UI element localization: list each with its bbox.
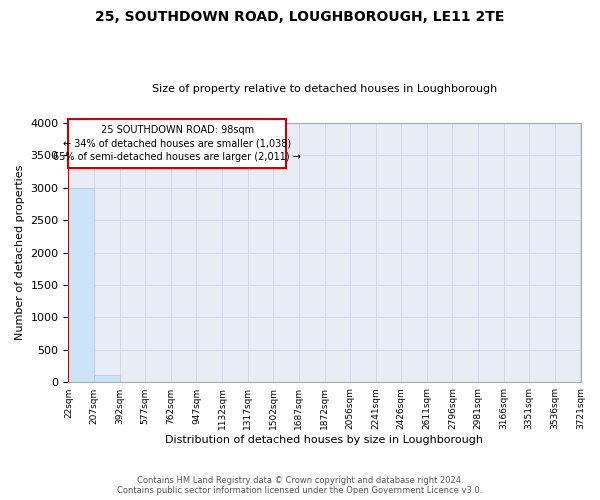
Bar (94, 376, 119, 382)
Text: Contains HM Land Registry data © Crown copyright and database right 2024.
Contai: Contains HM Land Registry data © Crown c… (118, 476, 482, 495)
Y-axis label: Number of detached properties: Number of detached properties (15, 165, 25, 340)
Text: 25, SOUTHDOWN ROAD, LOUGHBOROUGH, LE11 2TE: 25, SOUTHDOWN ROAD, LOUGHBOROUGH, LE11 2… (95, 10, 505, 24)
X-axis label: Distribution of detached houses by size in Loughborough: Distribution of detached houses by size … (166, 435, 484, 445)
FancyBboxPatch shape (68, 120, 286, 168)
Text: 65% of semi-detached houses are larger (2,011) →: 65% of semi-detached houses are larger (… (53, 152, 301, 162)
Bar (68, 188, 94, 382)
Text: ← 34% of detached houses are smaller (1,038): ← 34% of detached houses are smaller (1,… (63, 138, 291, 148)
Text: 25 SOUTHDOWN ROAD: 98sqm: 25 SOUTHDOWN ROAD: 98sqm (101, 125, 254, 135)
Title: Size of property relative to detached houses in Loughborough: Size of property relative to detached ho… (152, 84, 497, 94)
